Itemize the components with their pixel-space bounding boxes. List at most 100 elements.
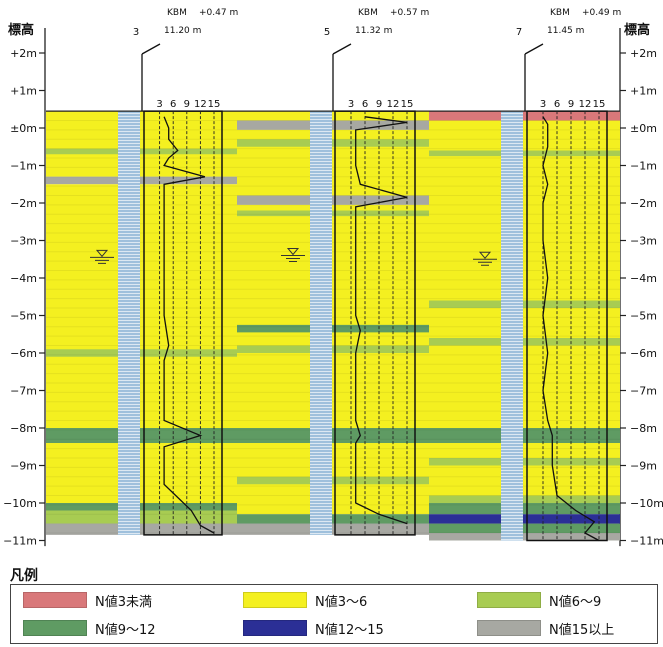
kbm-offset: +0.57 m xyxy=(390,8,429,18)
legend-label: N値3未満 xyxy=(95,594,152,610)
soil-layer-n3to6 xyxy=(332,204,429,428)
axis-tick-label: ±0m xyxy=(630,122,657,135)
soil-layer-n3to6 xyxy=(523,443,620,496)
soil-layer-n6to9 xyxy=(140,349,237,357)
borehole-elevation: 11.45 m xyxy=(547,26,584,36)
soil-layer-n6to9 xyxy=(523,458,620,466)
axis-tick-label: +2m xyxy=(630,47,657,60)
boring-diagram: +2m +1m ±0m −1m −2m −3m −4m −5m −6m −7m −8m −9m −10m… xyxy=(3,8,663,548)
soil-layer-n6to9 xyxy=(237,476,310,485)
soil-layer-n6to9 xyxy=(140,150,237,153)
water-level-icon xyxy=(95,249,109,258)
soil-layer-n9to12 xyxy=(332,428,429,443)
soil-layer-gt15 xyxy=(140,176,237,185)
borehole-elevation: 11.20 m xyxy=(164,26,201,36)
axis-tick-label: −11m xyxy=(630,535,663,548)
legend-swatch xyxy=(23,592,87,608)
soil-layer-n6to9 xyxy=(523,300,620,308)
soil-layer-gt15 xyxy=(429,533,501,541)
n-scale-label: 15 xyxy=(401,99,414,110)
soil-layer-n6to9 xyxy=(237,210,310,217)
legend-item-n3to6: N値3～6 xyxy=(243,591,368,610)
axis-tick-label: −6m xyxy=(10,347,37,360)
water-level-icon xyxy=(286,248,300,256)
n-scale-label: 6 xyxy=(554,99,560,110)
soil-layer-n6to9 xyxy=(523,495,620,503)
casing-column xyxy=(118,111,140,535)
soil-layer-n12to15 xyxy=(523,514,620,524)
axis-tick-label: +1m xyxy=(630,85,657,98)
soil-layer-lt3 xyxy=(523,111,620,121)
legend-item-gt15: N値15以上 xyxy=(477,619,615,638)
legend-label: N値15以上 xyxy=(549,622,615,638)
soil-layer-n9to12 xyxy=(332,324,429,333)
axis-title: 標高 xyxy=(8,22,34,38)
soil-layer-n3to6 xyxy=(429,443,501,496)
soil-layer-n9to12 xyxy=(140,428,237,443)
kbm-label: KBM xyxy=(550,8,570,18)
soil-layer-n3to6 xyxy=(429,120,501,428)
soil-layer-n6to9 xyxy=(332,210,429,217)
soil-layer-n6to9 xyxy=(429,495,501,503)
axis-tick-label: −3m xyxy=(630,235,657,248)
axis-title: 標高 xyxy=(624,22,650,38)
soil-layer-n3to6 xyxy=(332,111,429,121)
axis-tick-label: −7m xyxy=(10,385,37,398)
axis-tick-label: −4m xyxy=(630,272,657,285)
soil-layer-n3to6 xyxy=(140,443,237,503)
legend-swatch xyxy=(243,620,307,636)
water-level-icon xyxy=(478,251,492,260)
soil-layer-n3to6 xyxy=(46,184,118,428)
axis-tick-label: −8m xyxy=(630,422,657,435)
n-value-box xyxy=(526,110,608,542)
soil-layer-gt15 xyxy=(237,523,310,535)
legend-label: N値3～6 xyxy=(315,594,368,610)
soil-layer-n12to15 xyxy=(429,514,501,524)
kbm-offset: +0.49 m xyxy=(582,8,621,18)
axis-tick-label: +2m xyxy=(10,47,37,60)
legend-swatch xyxy=(243,592,307,608)
n-scale-label: 6 xyxy=(362,99,368,110)
n-value-line xyxy=(355,116,408,525)
borehole-number: 5 xyxy=(324,27,330,38)
soil-layer-n9to12 xyxy=(429,523,501,533)
n-scale-label: 15 xyxy=(208,99,221,110)
soil-layer-n6to9 xyxy=(46,150,118,153)
axis-tick-label: −1m xyxy=(10,160,37,173)
borehole-pole-flag xyxy=(332,43,352,55)
soil-layer-n6to9 xyxy=(429,458,501,466)
soil-layer-n6to9 xyxy=(429,338,501,346)
soil-layer-n9to12 xyxy=(140,503,237,511)
soil-layer-gt15 xyxy=(140,523,237,535)
axis-tick-label: −10m xyxy=(630,497,663,510)
axis-tick-label: −7m xyxy=(630,385,657,398)
legend-label: N値12～15 xyxy=(315,622,384,638)
soil-layer-lt3 xyxy=(429,111,501,121)
soil-layer-n3to6 xyxy=(46,443,118,503)
soil-layer-n9to12 xyxy=(46,428,118,443)
soil-layer-n6to9 xyxy=(237,345,310,353)
soil-layer-n6to9 xyxy=(523,150,620,157)
borehole-pole-flag xyxy=(141,43,161,55)
legend: N値3未満 N値3～6 N値6～9 N値9～12 N値12～15 N値15以上 xyxy=(10,584,658,644)
n-scale-label: 3 xyxy=(540,99,546,110)
legend-label: N値6～9 xyxy=(549,594,602,610)
kbm-label: KBM xyxy=(358,8,378,18)
axis-tick-label: −2m xyxy=(10,197,37,210)
casing-column xyxy=(310,111,332,535)
borehole-pole-flag xyxy=(524,43,544,55)
kbm-offset: +0.47 m xyxy=(199,8,238,18)
soil-layer-gt15 xyxy=(237,195,310,205)
soil-layer-n6to9 xyxy=(332,476,429,485)
soil-layer-n9to12 xyxy=(429,503,501,515)
n-scale-label: 12 xyxy=(194,99,207,110)
soil-layer-gt15 xyxy=(46,523,118,535)
soil-layer-n6to9 xyxy=(140,510,237,524)
soil-layer-n3to6 xyxy=(523,120,620,428)
soil-layer-n6to9 xyxy=(523,338,620,346)
axis-tick-label: −6m xyxy=(630,347,657,360)
axis-tick-label: ±0m xyxy=(10,122,37,135)
legend-item-n9to12: N値9～12 xyxy=(23,619,156,638)
soil-layer-n3to6 xyxy=(46,111,118,177)
n-scale-label: 12 xyxy=(579,99,592,110)
